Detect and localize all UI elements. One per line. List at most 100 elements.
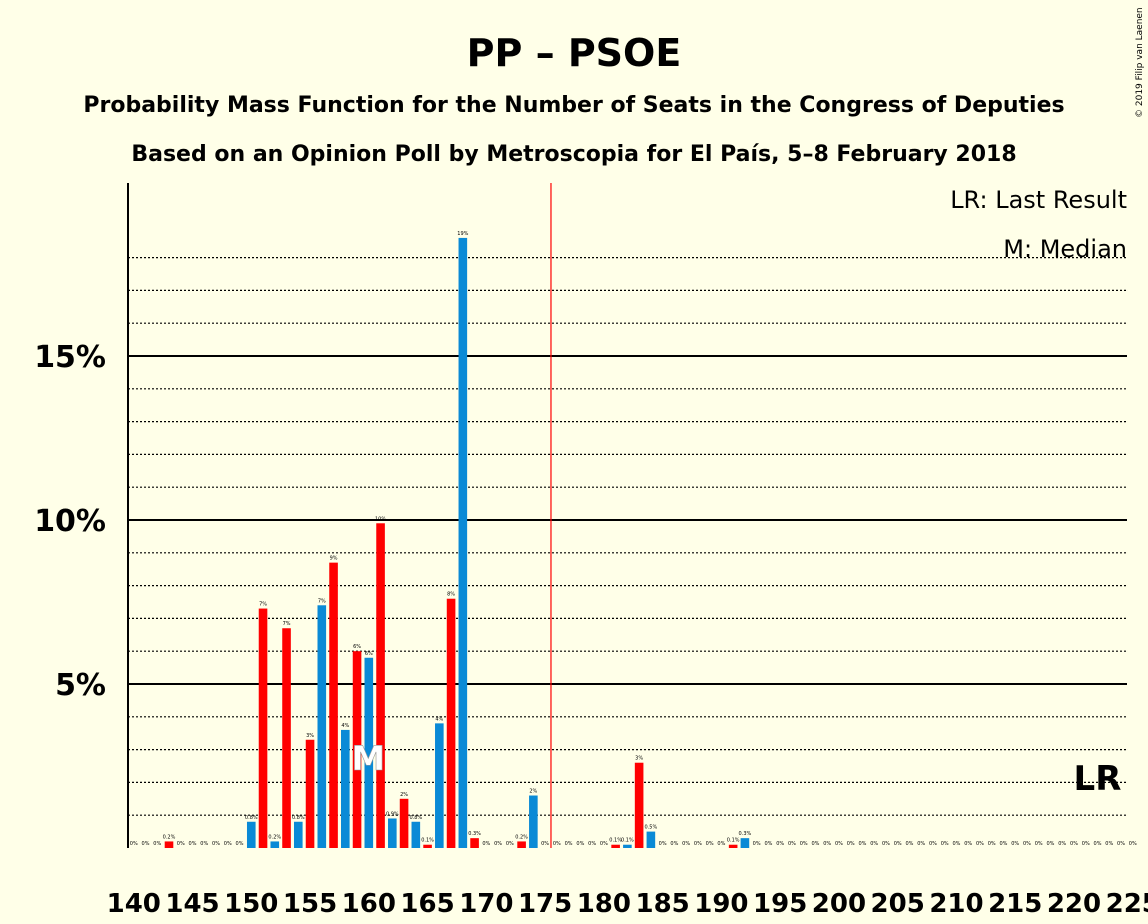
bar-label-seat-213: 0% <box>988 841 996 847</box>
bar-label-seat-160: 6% <box>365 651 373 657</box>
bar-label-seat-162: 0.9% <box>386 811 399 817</box>
bars <box>164 237 750 849</box>
bar-label-seat-144: 0% <box>177 841 185 847</box>
bar-label-seat-168: 19% <box>457 231 468 237</box>
bar-seat-154 <box>293 821 303 848</box>
bar-label-seat-185: 0% <box>659 841 667 847</box>
bar-label-seat-163: 2% <box>400 792 408 798</box>
bar-label-seat-145: 0% <box>189 841 197 847</box>
x-tick-label: 150 <box>224 889 278 919</box>
bar-label-seat-223: 0% <box>1105 841 1113 847</box>
chart-overlay: M LR <box>351 183 1121 848</box>
bar-seat-151 <box>258 608 268 848</box>
x-tick-label: 155 <box>283 889 337 919</box>
bar-label-seat-209: 0% <box>941 841 949 847</box>
bar-label-seat-179: 0% <box>588 841 596 847</box>
bar-label-seat-191: 0.1% <box>727 838 740 844</box>
x-tick-label: 180 <box>577 889 631 919</box>
x-tick-label: 205 <box>871 889 925 919</box>
bar-label-seat-200: 0% <box>835 841 843 847</box>
x-tick-label: 220 <box>1047 889 1101 919</box>
y-tick-label: 10% <box>34 504 106 539</box>
bar-label-seat-176: 0% <box>553 841 561 847</box>
bar-label-seat-146: 0% <box>200 841 208 847</box>
bar-label-seat-186: 0% <box>670 841 678 847</box>
bar-label-seat-166: 4% <box>435 716 443 722</box>
bar-label-seat-154: 0.8% <box>292 815 305 821</box>
bar-label-seat-208: 0% <box>929 841 937 847</box>
x-tick-label: 140 <box>107 889 161 919</box>
bar-seat-161 <box>376 523 385 848</box>
bar-label-seat-152: 0.2% <box>268 834 281 840</box>
bar-label-seat-141: 0% <box>142 841 150 847</box>
bar-seat-143 <box>164 841 174 848</box>
bar-seat-182 <box>623 844 632 848</box>
bar-label-seat-155: 3% <box>306 733 314 739</box>
bar-label-seat-175: 0% <box>541 841 549 847</box>
bar-label-seat-207: 0% <box>917 841 925 847</box>
x-tick-label: 185 <box>635 889 689 919</box>
bar-label-seat-180: 0% <box>600 841 608 847</box>
bar-label-seat-161: 10% <box>375 516 386 522</box>
bar-label-seat-170: 0% <box>482 841 490 847</box>
bar-seat-159 <box>352 651 362 848</box>
bar-label-seat-184: 0.5% <box>645 825 658 831</box>
bar-label-seat-143: 0.2% <box>163 834 176 840</box>
bar-label-seat-190: 0% <box>717 841 725 847</box>
bar-seat-157 <box>329 562 338 848</box>
bar-label-seat-156: 7% <box>318 598 326 604</box>
bar-seat-183 <box>634 762 644 848</box>
bar-label-seat-153: 7% <box>283 621 291 627</box>
y-tick-label: 15% <box>34 340 106 375</box>
last-result-marker: LR <box>1074 759 1122 799</box>
axes: 5%10%15%140 145 150 155 160 165 170 175 180 185 19… <box>34 183 1148 919</box>
bar-label-seat-171: 0% <box>494 841 502 847</box>
bar-label-seat-164: 0.8% <box>409 815 422 821</box>
bar-label-seat-197: 0% <box>800 841 808 847</box>
bar-label-seat-192: 0.3% <box>739 831 752 837</box>
bar-label-seat-193: 0% <box>753 841 761 847</box>
chart-subtitle: Probability Mass Function for the Number… <box>83 93 1064 118</box>
bar-label-seat-195: 0% <box>776 841 784 847</box>
bar-label-seat-173: 0.2% <box>515 834 528 840</box>
bar-seat-164 <box>411 821 421 848</box>
legend-median: M: Median <box>1003 235 1127 263</box>
bar-seat-163 <box>399 798 409 848</box>
bar-label-seat-215: 0% <box>1011 841 1019 847</box>
bar-seat-166 <box>435 723 444 848</box>
bar-label-seat-198: 0% <box>811 841 819 847</box>
bar-label-seat-167: 8% <box>447 592 455 598</box>
bar-seat-181 <box>611 844 620 848</box>
bar-label-seat-148: 0% <box>224 841 232 847</box>
bar-seat-173 <box>517 841 526 848</box>
bar-label-seat-181: 0.1% <box>609 838 622 844</box>
bar-label-seat-210: 0% <box>952 841 960 847</box>
bar-label-seat-211: 0% <box>964 841 972 847</box>
x-tick-label: 210 <box>929 889 983 919</box>
bar-label-seat-182: 0.1% <box>621 838 634 844</box>
bar-label-seat-214: 0% <box>999 841 1007 847</box>
bar-label-seat-172: 0% <box>506 841 514 847</box>
bar-seat-165 <box>423 844 432 848</box>
bar-label-seat-174: 2% <box>529 789 537 795</box>
bar-seat-169 <box>470 838 479 848</box>
x-tick-label: 165 <box>400 889 454 919</box>
bar-seat-156 <box>317 605 327 848</box>
bar-seat-155 <box>305 739 315 848</box>
bar-seat-160 <box>364 657 374 848</box>
bar-label-seat-177: 0% <box>565 841 573 847</box>
bar-label-seat-151: 7% <box>259 602 267 608</box>
x-tick-label: 145 <box>165 889 219 919</box>
bar-seat-167 <box>446 598 456 848</box>
bar-label-seat-202: 0% <box>858 841 866 847</box>
bar-label-seat-149: 0% <box>236 841 244 847</box>
bar-label-seat-217: 0% <box>1035 841 1043 847</box>
bar-seat-184 <box>646 831 656 848</box>
legend-last-result: LR: Last Result <box>950 186 1127 214</box>
x-tick-label: 225 <box>1106 889 1148 919</box>
bar-label-seat-218: 0% <box>1047 841 1055 847</box>
bar-label-seat-194: 0% <box>764 841 772 847</box>
x-tick-label: 195 <box>753 889 807 919</box>
bar-label-seat-203: 0% <box>870 841 878 847</box>
